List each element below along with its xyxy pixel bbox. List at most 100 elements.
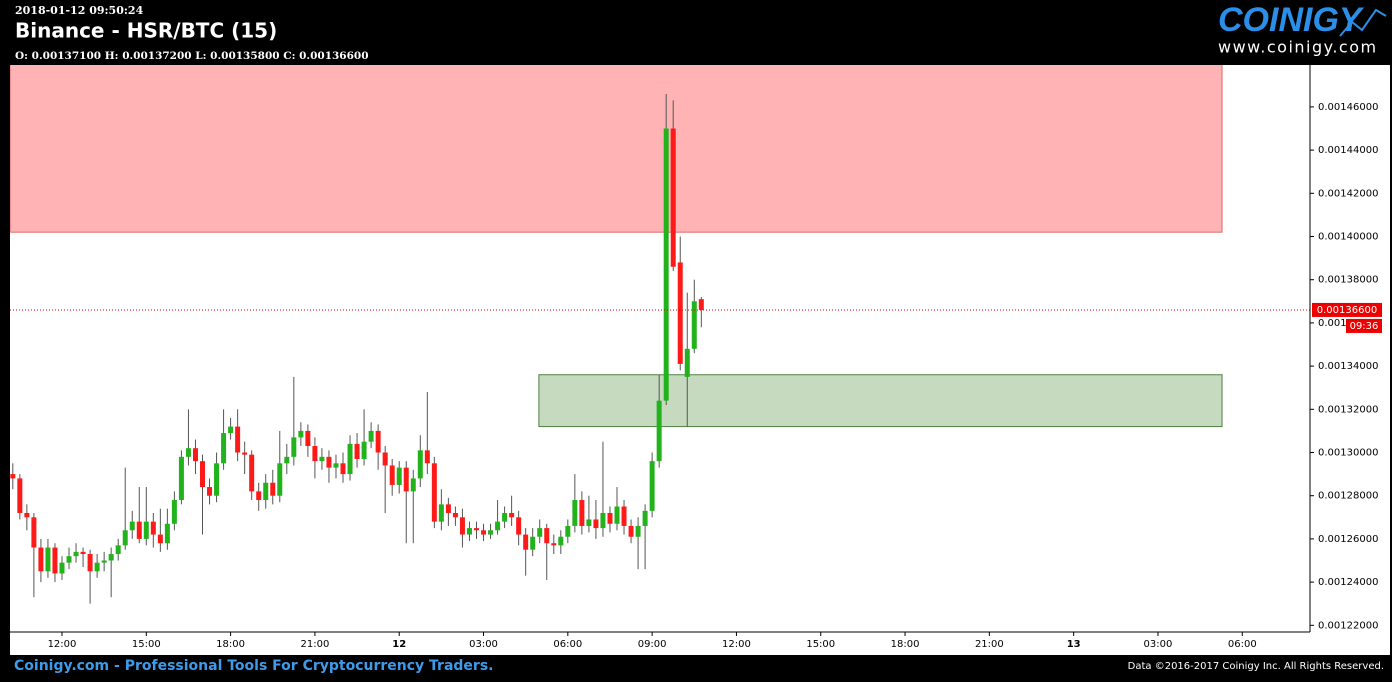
candle-body — [24, 512, 30, 518]
y-tick-label: 0.00124000 — [1318, 577, 1378, 588]
candle-body — [164, 523, 170, 544]
candle-body — [663, 128, 669, 401]
candle-body — [10, 474, 16, 479]
candle-body — [94, 562, 100, 572]
candle-body — [614, 506, 620, 524]
candle-body — [537, 528, 543, 537]
candle-body — [298, 430, 304, 438]
candle-body — [417, 450, 423, 479]
candle-body — [277, 463, 283, 496]
candle-body — [66, 556, 72, 563]
candle-body — [52, 547, 58, 574]
candle-body — [544, 528, 550, 544]
y-tick-label: 0.00122000 — [1318, 620, 1378, 631]
candle-body — [171, 500, 177, 524]
footer-copyright: Data ©2016-2017 Coinigy Inc. All Rights … — [1128, 661, 1384, 672]
candle-body — [115, 545, 121, 555]
candle-body — [452, 512, 458, 518]
candle-body — [523, 534, 529, 550]
x-tick-label: 15:00 — [132, 639, 161, 650]
y-tick-label: 0.00134000 — [1318, 361, 1378, 372]
candle-body — [17, 478, 23, 513]
candle-body — [424, 450, 430, 464]
candle-body — [579, 500, 585, 526]
candle-body — [438, 504, 444, 522]
candle-body — [502, 512, 508, 522]
candle-body — [80, 551, 86, 555]
x-tick-label: 12:00 — [48, 639, 77, 650]
candle-body — [249, 454, 255, 492]
candle-body — [291, 437, 297, 457]
candle-body — [45, 547, 51, 572]
candle-body — [466, 528, 472, 535]
candle-body — [628, 525, 634, 537]
candle-body — [382, 452, 388, 466]
candle-body — [319, 456, 325, 462]
logo-url: www.coinigy.com — [1218, 38, 1378, 57]
candle-body — [677, 262, 683, 364]
candle-body — [122, 530, 128, 546]
x-tick-label: 12 — [392, 639, 406, 650]
candle-body — [488, 530, 494, 535]
candle-body — [31, 517, 37, 548]
candle-body — [607, 512, 613, 524]
candle-body — [586, 519, 592, 526]
candle-body — [108, 554, 114, 561]
candle-body — [284, 456, 290, 464]
candle-body — [558, 536, 564, 546]
candle-body — [649, 461, 655, 511]
candle-body — [59, 562, 65, 574]
y-tick-label: 0.00144000 — [1318, 145, 1378, 156]
candle-body — [326, 456, 332, 468]
x-tick-label: 15:00 — [806, 639, 835, 650]
candle-body — [157, 534, 163, 544]
candle-body — [621, 506, 627, 526]
candle-body — [691, 301, 697, 349]
candle-body — [312, 446, 318, 462]
candle-body — [221, 433, 227, 464]
ohlc-line: O: 0.00137100 H: 0.00137200 L: 0.0013580… — [15, 50, 369, 62]
candle-body — [256, 491, 262, 501]
candle-body — [642, 510, 648, 526]
y-tick-label: 0.00142000 — [1318, 188, 1378, 199]
logo-icon — [1339, 8, 1387, 37]
x-tick-label: 21:00 — [975, 639, 1004, 650]
candle-body — [530, 536, 536, 550]
candle-body — [375, 430, 381, 453]
candle-body — [389, 465, 395, 485]
y-tick-label: 0.00132000 — [1318, 404, 1378, 415]
candle-body — [410, 478, 416, 492]
candle-body — [87, 554, 93, 572]
last-price-box — [1312, 302, 1382, 317]
candle-body — [354, 443, 360, 459]
y-tick-label: 0.00140000 — [1318, 232, 1378, 243]
x-tick-label: 18:00 — [891, 639, 920, 650]
candle-body — [305, 430, 311, 447]
candle-body — [572, 500, 578, 526]
candle-body — [698, 299, 704, 310]
candle-body — [228, 426, 234, 434]
candle-body — [38, 547, 44, 572]
x-tick-label: 12:00 — [722, 639, 751, 650]
candle-body — [593, 519, 599, 529]
candle-body — [516, 517, 522, 535]
x-tick-label: 06:00 — [553, 639, 582, 650]
candle-body — [136, 521, 142, 539]
axes: 0.00122000 0.00124000 0.00126000 0.00128000… — [10, 65, 1382, 650]
candle-body — [347, 443, 353, 475]
candle-body — [473, 528, 479, 531]
last-price-label: 0.00136600 — [1317, 305, 1377, 316]
countdown-box — [1346, 318, 1382, 333]
x-tick-label: 03:00 — [469, 639, 498, 650]
candle-body — [565, 525, 571, 537]
candle-body — [403, 467, 409, 492]
chart-title: Binance - HSR/BTC (15) — [15, 19, 277, 43]
zone — [538, 374, 1223, 428]
candle-body — [192, 448, 198, 462]
candle-body — [73, 551, 79, 557]
candle-body — [129, 521, 135, 531]
footer-tagline: Coinigy.com - Professional Tools For Cry… — [14, 658, 493, 674]
candle-body — [235, 426, 241, 453]
candle-body — [263, 482, 269, 501]
logo: COINIGY — [1218, 1, 1365, 39]
